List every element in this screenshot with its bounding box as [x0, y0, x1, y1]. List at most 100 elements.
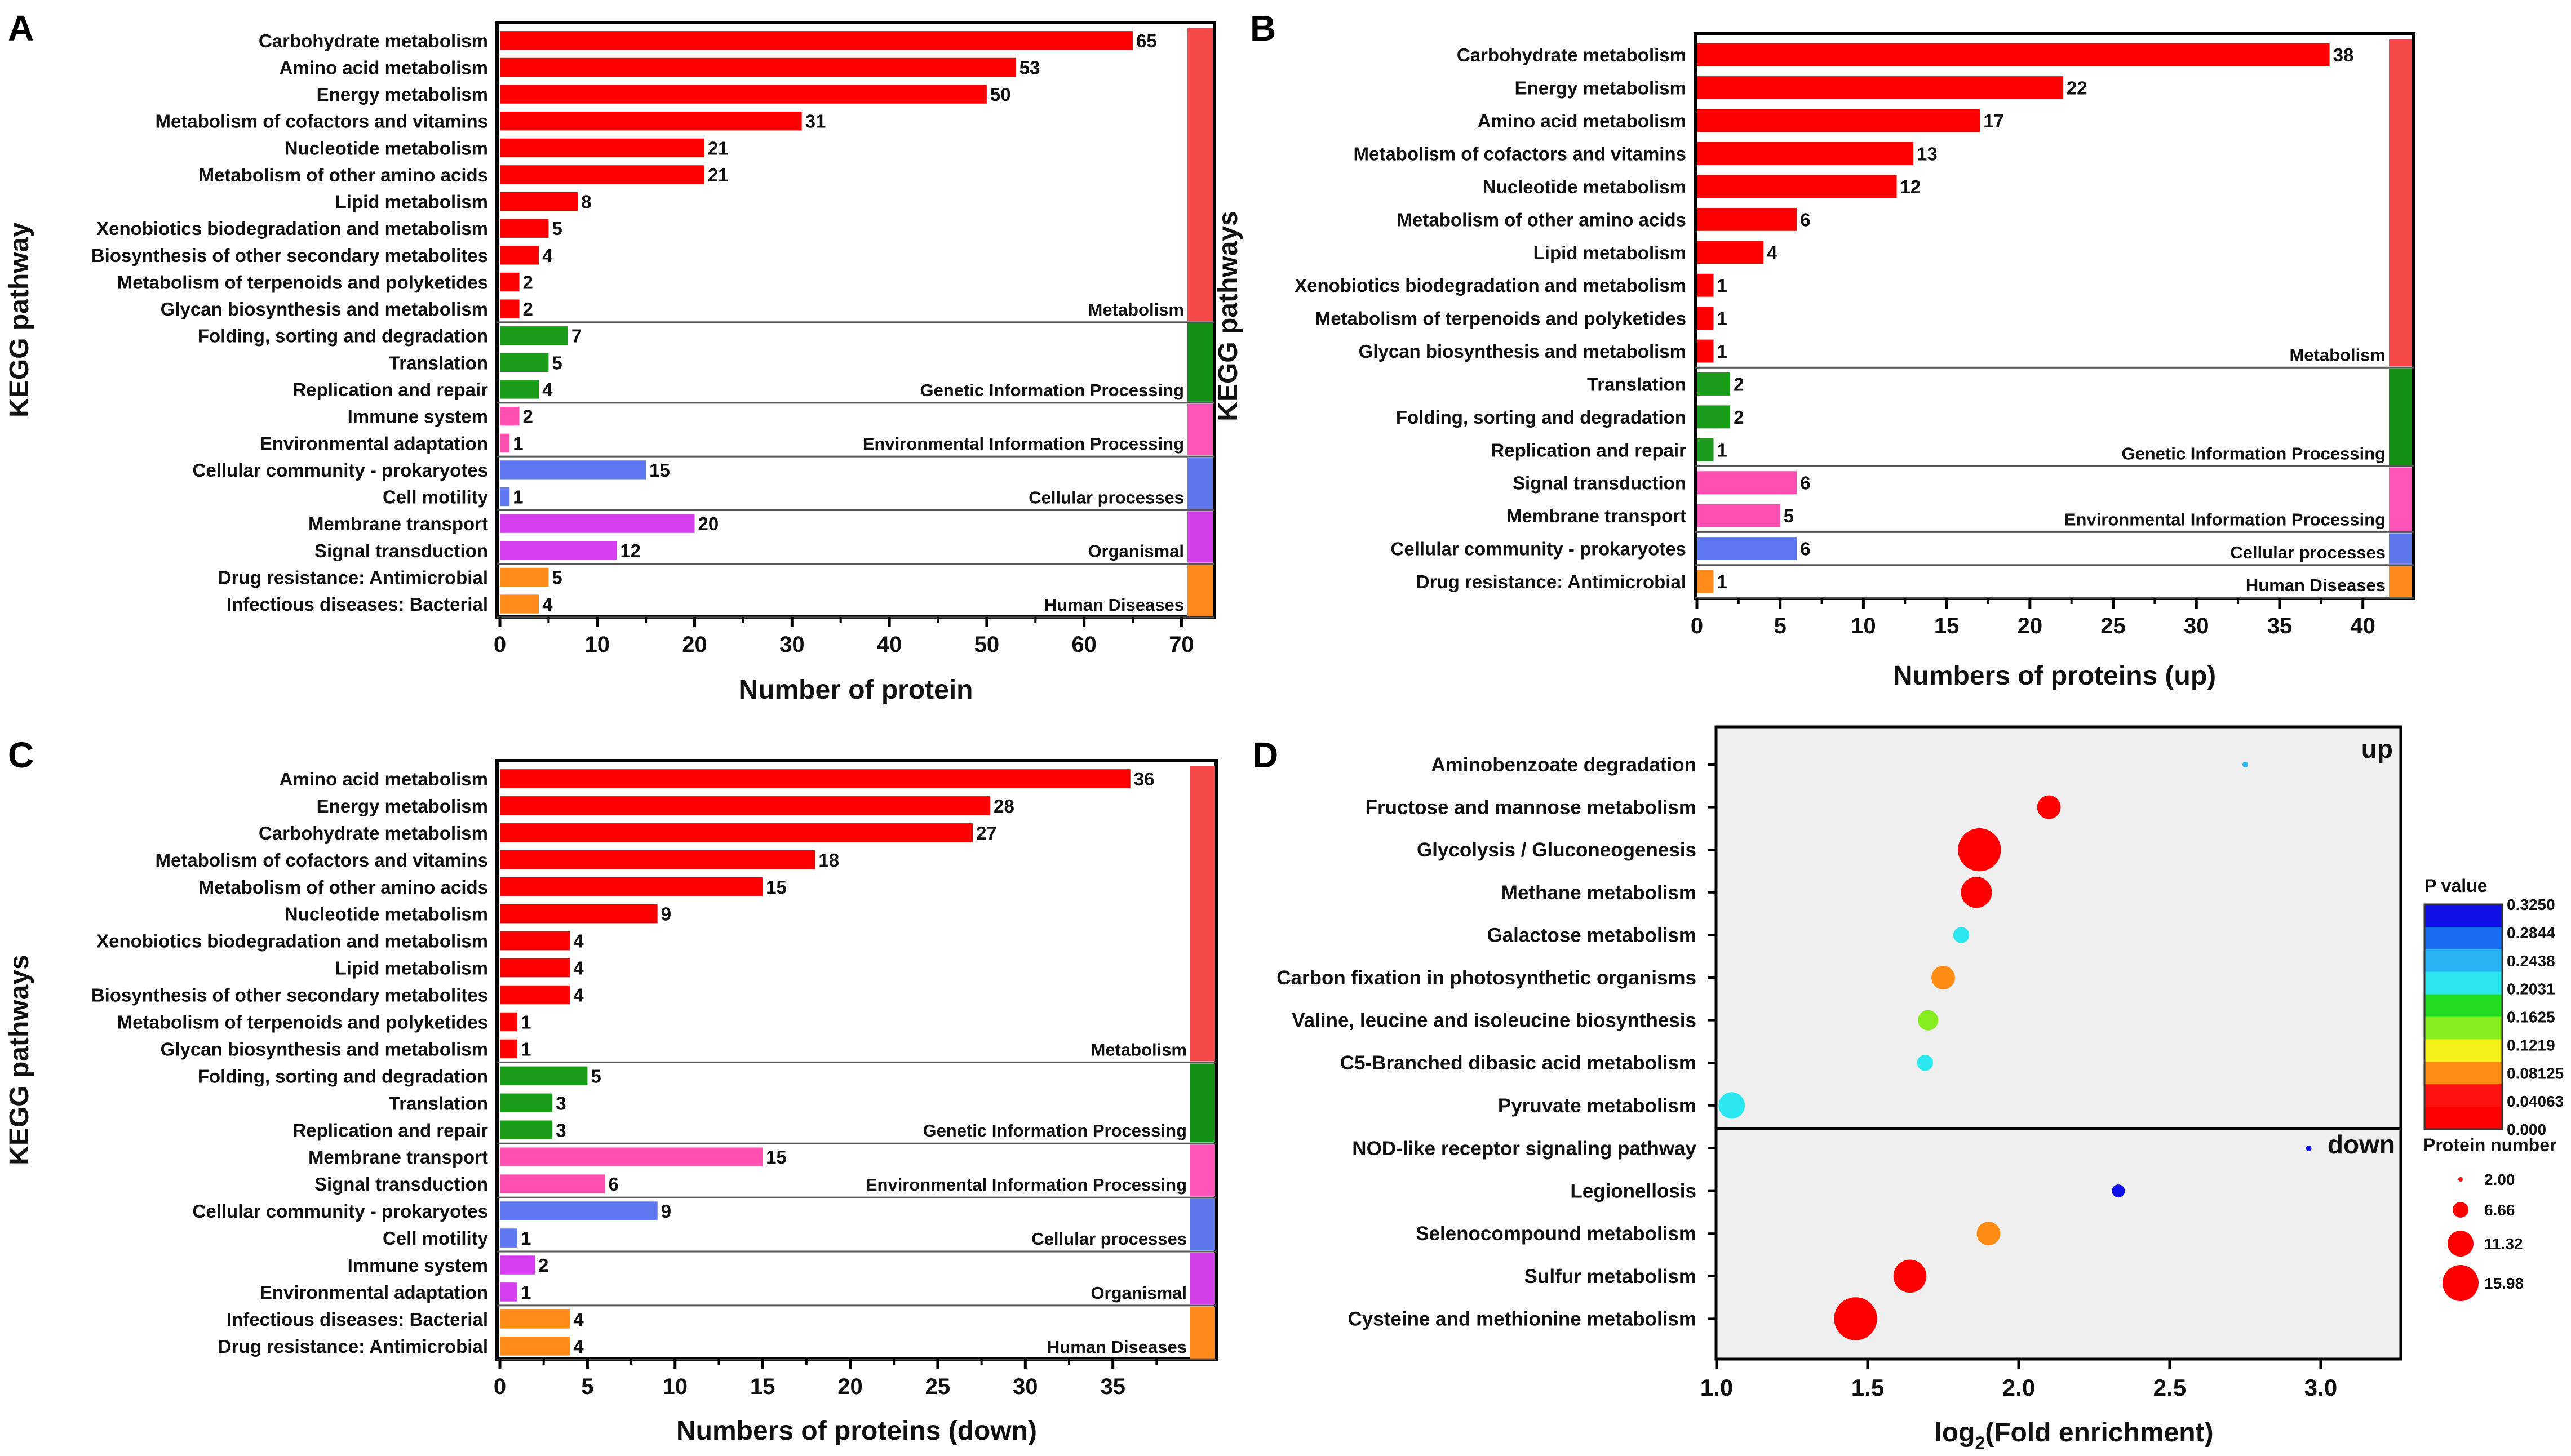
- bar-lipid-metabolism: [500, 192, 578, 211]
- x-tick-label: 30: [779, 632, 805, 657]
- colorbar-tick-label: 0.2031: [2507, 980, 2555, 998]
- category-label: Selenocompound metabolism: [1416, 1223, 1696, 1245]
- bar-replication-and-repair: [1697, 438, 1714, 461]
- category-label: Xenobiotics biodegradation and metabolis…: [96, 931, 488, 952]
- group-label-environmental-information-processing: Environmental Information Processing: [2064, 509, 2386, 529]
- category-label: Infectious diseases: Bacterial: [227, 1309, 488, 1330]
- size-legend-dot: [2443, 1265, 2479, 1301]
- bar-value-label: 2: [538, 1255, 548, 1276]
- group-stripe-human-diseases: [1187, 565, 1213, 616]
- category-label: Amino acid metabolism: [280, 769, 488, 789]
- bar-value-label: 1: [521, 1038, 531, 1059]
- x-tick-label: 2.5: [2153, 1374, 2186, 1401]
- category-label: Drug resistance: Antimicrobial: [1416, 571, 1686, 592]
- bar-metabolism-of-other-amino-acids: [500, 165, 704, 184]
- group-stripe-metabolism: [2389, 39, 2412, 367]
- bar-value-label: 21: [708, 165, 729, 185]
- bar-infectious-diseases-bacterial: [500, 594, 539, 614]
- category-label: Signal transduction: [314, 1174, 488, 1195]
- bar-value-label: 2: [523, 299, 533, 319]
- size-legend-label: 15.98: [2484, 1275, 2524, 1292]
- y-axis-label: KEGG pathways: [1213, 211, 1243, 421]
- x-tick-label: 25: [925, 1374, 951, 1399]
- colorbar-segment: [2424, 1016, 2502, 1040]
- bar-cell-motility: [500, 1228, 518, 1248]
- bar-immune-system: [500, 1255, 535, 1275]
- group-stripe-environmental-information-processing: [2389, 467, 2412, 531]
- down-point-cysteine-and-methionine-metabolism: [1834, 1297, 1877, 1340]
- category-label: Cellular community - prokaryotes: [1391, 539, 1686, 560]
- x-tick-label: 2.0: [2002, 1374, 2035, 1401]
- x-tick-label: 30: [1013, 1374, 1038, 1399]
- group-label-genetic-information-processing: Genetic Information Processing: [2121, 444, 2386, 464]
- x-tick-label: 0: [494, 1374, 506, 1399]
- bar-xenobiotics-biodegradation-and-metabolism: [500, 931, 570, 951]
- y-axis-label: KEGG pathway: [5, 222, 34, 418]
- category-label: Signal transduction: [1513, 473, 1686, 494]
- category-label: Infectious diseases: Bacterial: [227, 594, 488, 615]
- group-label-cellular-processes: Cellular processes: [2230, 543, 2386, 562]
- bar-value-label: 4: [573, 931, 584, 952]
- group-label-cellular-processes: Cellular processes: [1029, 487, 1184, 507]
- colorbar-segment: [2424, 926, 2502, 950]
- bar-xenobiotics-biodegradation-and-metabolism: [1697, 273, 1714, 297]
- y-axis-label: KEGG pathways: [5, 955, 34, 1165]
- down-point-selenocompound-metabolism: [1976, 1222, 2001, 1246]
- x-tick-label: 15: [1934, 614, 1960, 638]
- group-label-environmental-information-processing: Environmental Information Processing: [863, 434, 1184, 454]
- up-label: up: [2361, 734, 2393, 763]
- group-label-organismal: Organismal: [1091, 1283, 1187, 1303]
- colorbar-tick-label: 0.1219: [2507, 1036, 2555, 1054]
- panel-letter: C: [8, 735, 34, 775]
- bar-value-label: 5: [1784, 505, 1794, 526]
- legend-size-title: Protein number: [2423, 1135, 2556, 1155]
- size-legend-label: 6.66: [2484, 1201, 2515, 1219]
- colorbar-segment: [2424, 1107, 2502, 1130]
- bar-value-label: 4: [573, 958, 584, 979]
- bar-value-label: 1: [513, 433, 523, 454]
- bar-nucleotide-metabolism: [1697, 175, 1897, 198]
- x-tick-label: 30: [2184, 614, 2209, 638]
- bar-value-label: 2: [1734, 374, 1744, 394]
- bar-translation: [1697, 372, 1731, 396]
- size-legend-label: 11.32: [2484, 1235, 2523, 1253]
- bar-value-label: 2: [1734, 407, 1744, 428]
- panel-letter: A: [8, 8, 34, 48]
- x-tick-label: 5: [1774, 614, 1787, 638]
- bar-infectious-diseases-bacterial: [500, 1309, 570, 1329]
- group-label-metabolism: Metabolism: [1091, 1040, 1187, 1059]
- bar-value-label: 15: [649, 460, 670, 481]
- bar-environmental-adaptation: [500, 1282, 518, 1302]
- x-tick-label: 5: [581, 1374, 593, 1399]
- bar-immune-system: [500, 406, 520, 426]
- bar-value-label: 22: [2067, 78, 2087, 99]
- colorbar-segment: [2424, 994, 2502, 1018]
- bar-value-label: 20: [698, 513, 719, 534]
- x-tick-label: 0: [1691, 614, 1703, 638]
- group-label-genetic-information-processing: Genetic Information Processing: [923, 1121, 1187, 1140]
- group-label-human-diseases: Human Diseases: [1047, 1337, 1187, 1357]
- group-stripe-organismal: [1190, 1253, 1215, 1304]
- group-stripe-cellular-processes: [1187, 458, 1213, 509]
- category-label: C5-Branched dibasic acid metabolism: [1340, 1052, 1696, 1074]
- category-label: Glycan biosynthesis and metabolism: [161, 1038, 488, 1059]
- bar-glycan-biosynthesis-and-metabolism: [500, 1039, 518, 1059]
- category-label: NOD-like receptor signaling pathway: [1352, 1138, 1696, 1160]
- x-tick-label: 60: [1071, 632, 1097, 657]
- bar-cell-motility: [500, 487, 510, 507]
- category-label: Metabolism of other amino acids: [199, 877, 488, 898]
- bar-replication-and-repair: [500, 380, 539, 399]
- group-stripe-genetic-information-processing: [2389, 369, 2412, 465]
- bar-environmental-adaptation: [500, 433, 510, 452]
- group-stripe-genetic-information-processing: [1187, 323, 1213, 402]
- down-point-legionellosis: [2112, 1184, 2125, 1198]
- x-axis-label: Numbers of proteins (down): [676, 1416, 1037, 1446]
- category-label: Folding, sorting and degradation: [198, 326, 488, 347]
- bar-value-label: 5: [591, 1066, 601, 1086]
- category-label: Drug resistance: Antimicrobial: [218, 1336, 488, 1357]
- colorbar-tick-label: 0.1625: [2507, 1009, 2555, 1026]
- bar-value-label: 6: [608, 1174, 618, 1195]
- category-label: Translation: [1587, 374, 1686, 394]
- size-legend-dot: [2458, 1177, 2463, 1182]
- group-stripe-environmental-information-processing: [1190, 1144, 1215, 1197]
